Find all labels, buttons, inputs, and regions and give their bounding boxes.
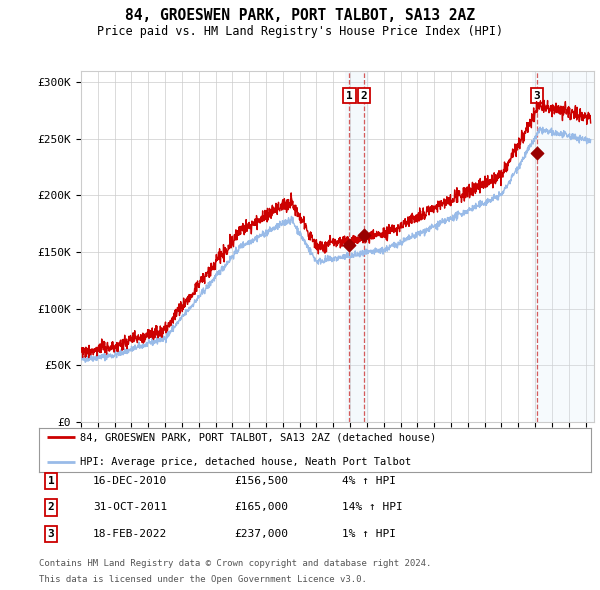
Text: Contains HM Land Registry data © Crown copyright and database right 2024.: Contains HM Land Registry data © Crown c… [39,559,431,568]
Text: £156,500: £156,500 [234,476,288,486]
Text: 4% ↑ HPI: 4% ↑ HPI [342,476,396,486]
Bar [532,71,594,422]
Text: 14% ↑ HPI: 14% ↑ HPI [342,503,403,512]
Text: £165,000: £165,000 [234,503,288,512]
Text: 84, GROESWEN PARK, PORT TALBOT, SA13 2AZ (detached house): 84, GROESWEN PARK, PORT TALBOT, SA13 2AZ… [80,432,437,442]
Text: £237,000: £237,000 [234,529,288,539]
Text: 18-FEB-2022: 18-FEB-2022 [93,529,167,539]
Text: HPI: Average price, detached house, Neath Port Talbot: HPI: Average price, detached house, Neat… [80,457,412,467]
Text: 16-DEC-2010: 16-DEC-2010 [93,476,167,486]
Text: 3: 3 [534,91,541,101]
Text: 3: 3 [47,529,55,539]
Text: 1: 1 [47,476,55,486]
Text: 1% ↑ HPI: 1% ↑ HPI [342,529,396,539]
Text: 2: 2 [361,91,367,101]
Text: 2: 2 [47,503,55,512]
Bar [345,71,368,422]
Point [359,230,369,240]
Text: Price paid vs. HM Land Registry's House Price Index (HPI): Price paid vs. HM Land Registry's House … [97,25,503,38]
Text: 84, GROESWEN PARK, PORT TALBOT, SA13 2AZ: 84, GROESWEN PARK, PORT TALBOT, SA13 2AZ [125,8,475,22]
Text: 1: 1 [346,91,353,101]
Text: This data is licensed under the Open Government Licence v3.0.: This data is licensed under the Open Gov… [39,575,367,584]
Text: 31-OCT-2011: 31-OCT-2011 [93,503,167,512]
Point [344,240,354,250]
Point [532,149,542,158]
